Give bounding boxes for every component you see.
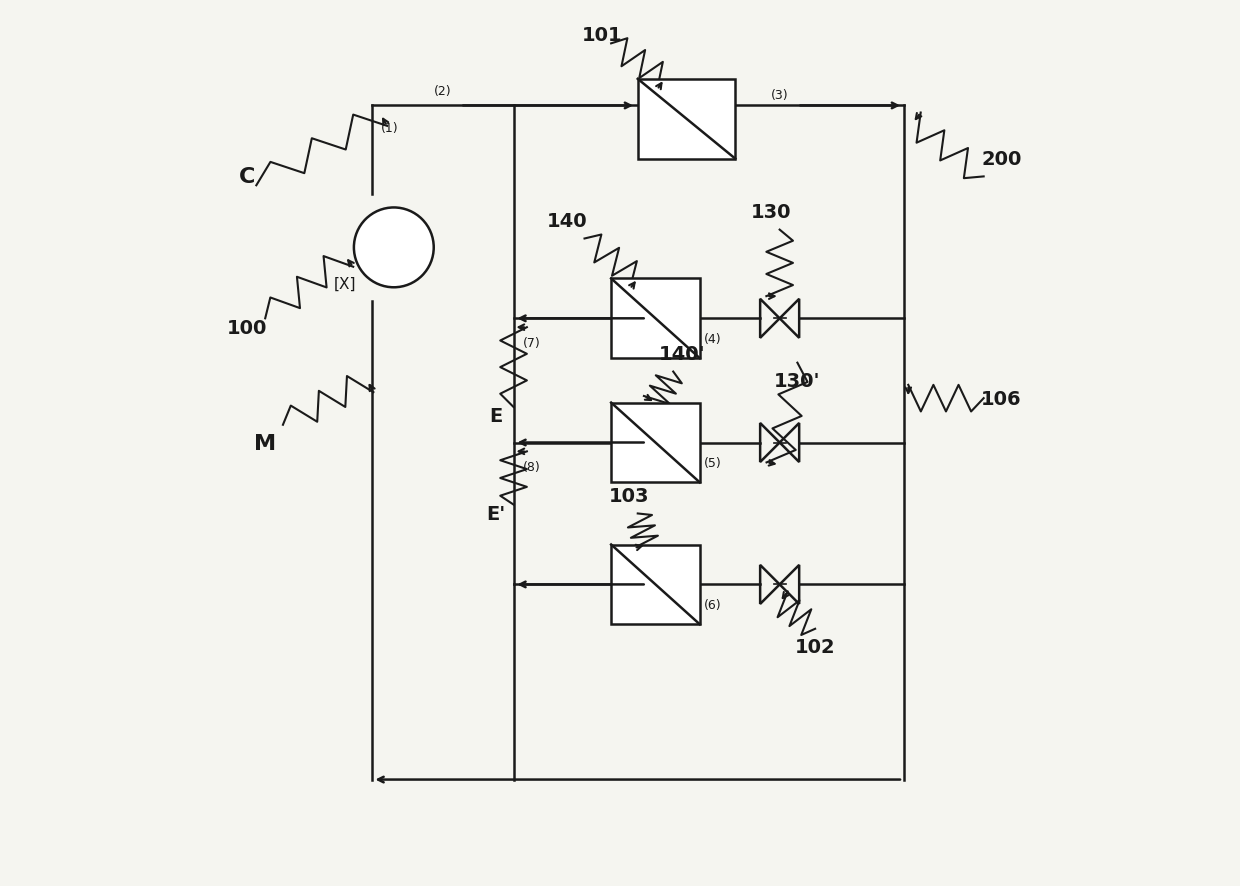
Circle shape [353,208,434,288]
Text: (5): (5) [704,456,722,470]
Text: 200: 200 [981,150,1022,169]
Text: 100: 100 [227,318,268,338]
Text: (8): (8) [522,461,541,474]
Text: 130': 130' [774,371,821,391]
Text: 140': 140' [658,345,706,364]
Bar [611,279,699,359]
Text: E: E [490,407,502,426]
Text: (2): (2) [434,84,451,97]
Text: 130: 130 [750,203,791,222]
Text: (3): (3) [771,89,789,102]
Text: (6): (6) [704,598,722,611]
Text: 140: 140 [547,212,587,231]
Text: 103: 103 [609,486,649,506]
Text: (1): (1) [381,122,398,135]
Text: (7): (7) [522,337,541,350]
Bar [611,403,699,483]
Text: [X]: [X] [334,276,356,291]
Text: 102: 102 [795,637,836,657]
Text: 106: 106 [981,389,1022,408]
Text: (4): (4) [704,332,722,346]
Text: E': E' [486,504,506,524]
Text: C: C [239,167,255,187]
Text: M: M [254,433,277,453]
Bar [637,80,735,159]
Text: 101: 101 [582,26,622,45]
Bar [611,545,699,625]
